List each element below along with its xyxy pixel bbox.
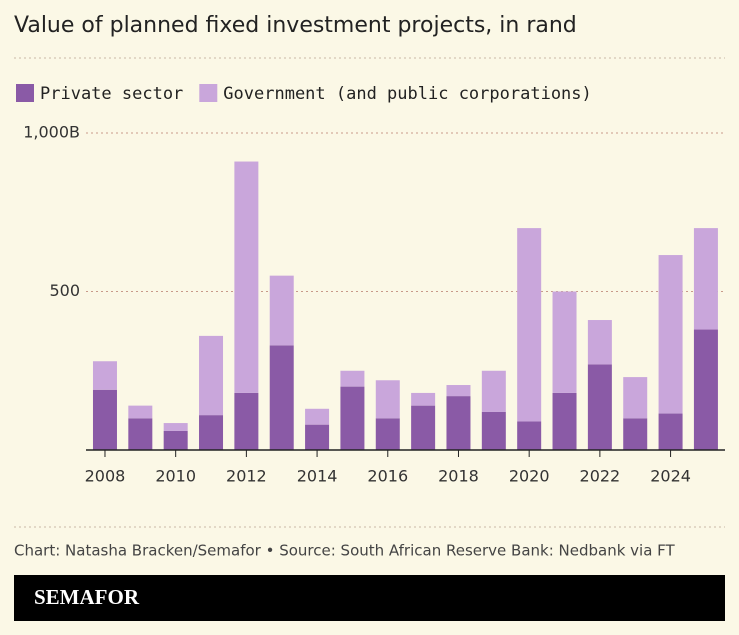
legend: Private sector Government (and public cor… — [16, 84, 592, 104]
bar-segment — [587, 320, 612, 365]
bar-segment — [411, 392, 436, 406]
bar-segment — [269, 275, 294, 346]
bar-segment — [658, 255, 683, 414]
bar-segment — [340, 386, 365, 450]
bar-segment — [340, 370, 365, 387]
bar-segment — [693, 329, 718, 450]
x-tick-label: 2012 — [226, 467, 267, 486]
bar-segment — [199, 415, 224, 450]
bar-segment — [234, 161, 259, 393]
legend-swatch — [16, 84, 34, 102]
bar-segment — [305, 408, 330, 425]
bar-segment — [446, 385, 471, 397]
bar-segment — [269, 345, 294, 450]
y-tick-label: 1,000B — [23, 123, 80, 142]
bar-segment — [128, 405, 153, 419]
x-tick-label: 2020 — [509, 467, 550, 486]
y-tick-label: 500 — [49, 281, 80, 300]
bar-segment — [481, 411, 506, 450]
bar-segment — [587, 364, 612, 450]
bar-segment — [693, 228, 718, 330]
bar-segment — [517, 421, 542, 450]
x-tick-label: 2022 — [580, 467, 621, 486]
brand-banner — [14, 575, 725, 621]
legend-label: Government (and public corporations) — [223, 84, 591, 104]
bar-segment — [552, 291, 577, 393]
brand: SEMAFOR — [34, 585, 140, 609]
bar-segment — [92, 389, 117, 450]
x-tick-label: 2024 — [650, 467, 691, 486]
x-tick-label: 2010 — [155, 467, 196, 486]
bar-segment — [375, 380, 400, 419]
bar-segment — [305, 424, 330, 450]
bar-segment — [446, 396, 471, 450]
bar-segment — [411, 405, 436, 450]
bar-segment — [481, 370, 506, 412]
bar-segment — [552, 392, 577, 450]
bar-segment — [623, 418, 648, 450]
bar-segment — [234, 392, 259, 450]
bar-segment — [128, 418, 153, 450]
x-tick-label: 2014 — [297, 467, 338, 486]
x-tick-label: 2018 — [438, 467, 479, 486]
legend-swatch — [199, 84, 218, 102]
chart-title: Value of planned fixed investment projec… — [14, 13, 577, 38]
legend-label: Private sector — [40, 84, 183, 104]
bar-segment — [163, 430, 188, 450]
bar-segment — [163, 423, 188, 431]
bar-segment — [92, 361, 117, 390]
bar-segment — [375, 418, 400, 450]
x-tick-label: 2016 — [367, 467, 408, 486]
bar-segment — [199, 335, 224, 416]
bar-segment — [623, 377, 648, 419]
bar-segment — [517, 228, 542, 422]
credit: Chart: Natasha Bracken/Semafor • Source:… — [14, 542, 676, 560]
x-tick-label: 2008 — [85, 467, 126, 486]
bar-segment — [658, 413, 683, 450]
